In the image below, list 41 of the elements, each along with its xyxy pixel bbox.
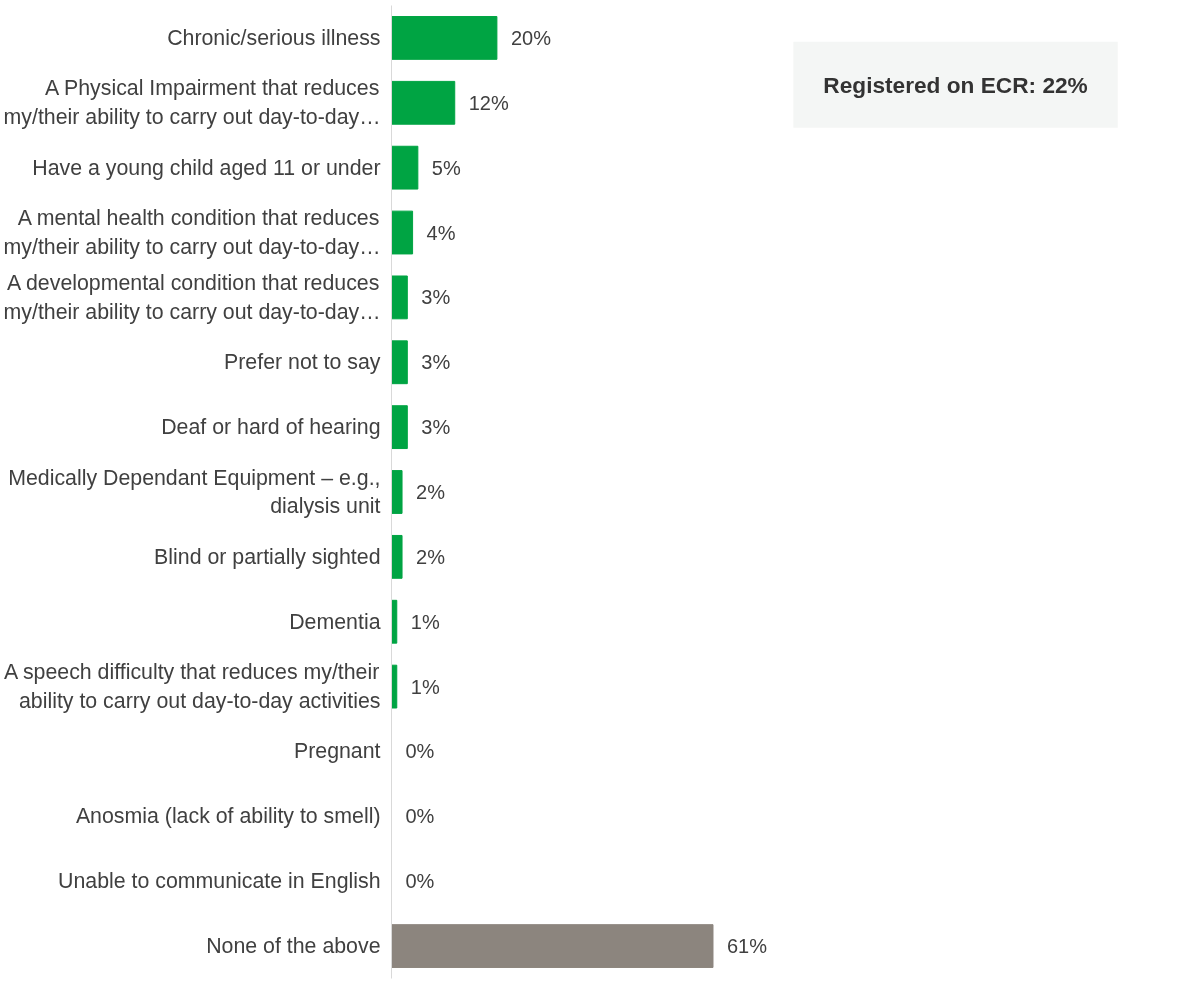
y-tick-label: A Physical Impairment that reduces my/their ability to carry out day-to-day… [3,76,381,130]
bar [391,16,498,60]
y-tick-label: A mental health condition that reduces my/their ability to carry out day-to-day… [3,206,381,259]
bar [391,534,403,579]
data-label: 2% [416,481,446,503]
y-tick-label: Dementia [289,609,381,634]
data-label: 12% [468,91,509,114]
bar [391,340,408,385]
bar [391,145,419,190]
bar [391,470,403,514]
y-tick-label: Deaf or hard of hearing [161,415,381,440]
y-tick-label: Pregnant [293,739,381,764]
data-label: 20% [510,26,552,49]
data-label: 3% [421,416,451,439]
bar [391,924,714,968]
data-label: 3% [421,286,451,309]
y-tick-label: Have a young child aged 11 or under [32,155,381,180]
data-label: 5% [431,156,461,179]
bar [391,405,408,450]
data-label: 61% [726,935,768,958]
y-tick-label: Unable to communicate in English [58,869,381,894]
y-tick-label: Medically Dependant Equipment – e.g., dialysis unit [8,465,381,519]
data-label: 0% [405,870,435,893]
data-label: 1% [410,675,440,698]
data-label: 3% [421,351,451,374]
y-tick-label: Anosmia (lack of ability to smell) [75,804,381,829]
y-tick-label: A speech difficulty that reduces my/their ability to carry out day-to-day activities [3,660,381,713]
y-tick-label: None of the above [206,934,381,959]
data-label: 2% [416,545,446,568]
bar [391,80,456,125]
text: Registered on ECR: 22% [823,71,1088,98]
bar [391,210,414,255]
data-label: 1% [410,610,440,633]
y-tick-label: Chronic/serious illness [167,25,381,50]
y-tick-label: Blind or partially sighted [154,544,381,569]
data-label: 4% [426,221,456,244]
y-tick-label: Prefer not to say [224,350,381,375]
bar [391,275,408,320]
data-label: 0% [405,805,435,828]
y-tick-label: A developmental condition that reduces my/their ability to carry out day-to-day… [3,271,381,324]
data-label: 0% [405,740,435,763]
